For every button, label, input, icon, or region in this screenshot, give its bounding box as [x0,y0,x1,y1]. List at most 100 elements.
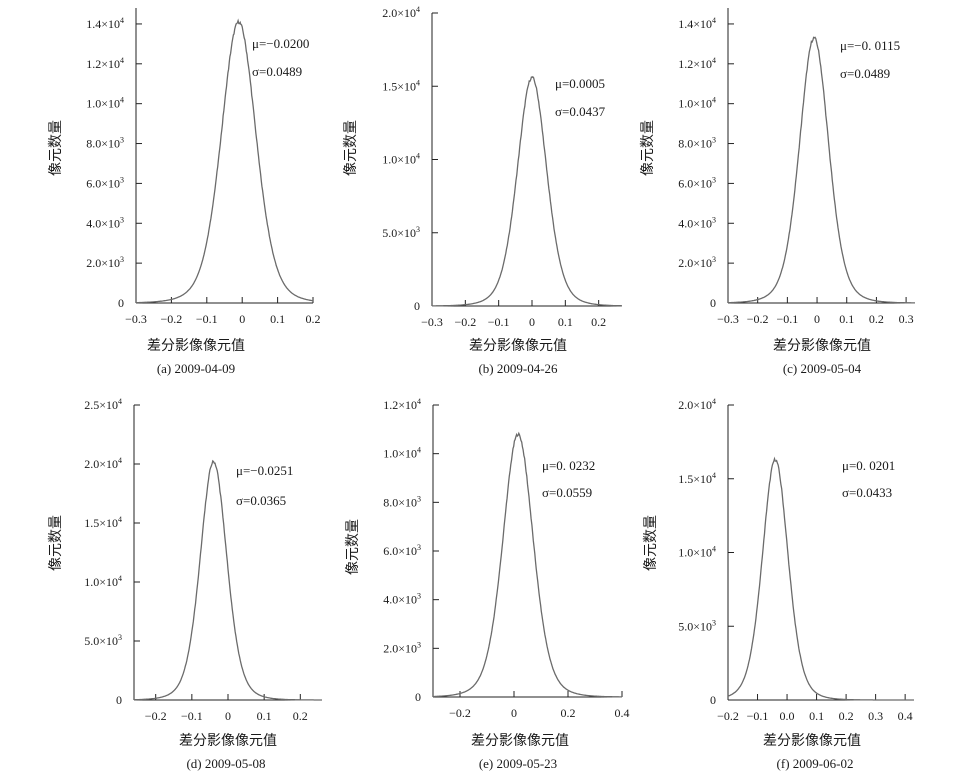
x-tick-label: 0.2 [591,315,606,329]
mean-annotation: μ=0. 0201 [842,458,895,473]
x-tick-label: 0.4 [615,706,630,720]
x-tick-label: −0.2 [747,312,769,326]
y-tick-label: 1.0×104 [678,96,716,111]
panel-caption: (d) 2009-05-08 [186,756,265,771]
mean-annotation: μ=0. 0232 [542,458,595,473]
y-tick-label: 2.0×104 [84,456,122,471]
x-tick-label: 0.0 [780,709,795,723]
panel-caption: (c) 2009-05-04 [783,361,862,376]
std-annotation: σ=0.0365 [236,493,286,508]
chart-panel-c: 0 2.0×103 4.0×103 6.0×103 8.0×103 1.0×104 1.2×… [640,8,915,376]
y-tick-label: 1.0×104 [84,574,122,589]
panel-caption: (a) 2009-04-09 [157,361,235,376]
y-tick-label: 2.0×104 [382,5,420,20]
x-tick-label: −0.1 [181,709,203,723]
std-annotation: σ=0.0559 [542,485,592,500]
histogram-curve [136,18,314,304]
y-tick-label: 6.0×103 [383,543,421,558]
y-tick-label: 1.5×104 [84,515,122,530]
std-annotation: σ=0.0489 [252,64,302,79]
y-tick-label: 5.0×103 [678,618,716,633]
x-tick-label: 0 [529,315,535,329]
x-tick-label: 0.1 [839,312,854,326]
y-tick-label: 1.5×104 [678,471,716,486]
x-tick-label: 0.1 [257,709,272,723]
y-tick-label: 4.0×103 [383,592,421,607]
y-tick-label: 0 [710,296,716,310]
y-tick-label: 1.0×104 [678,545,716,560]
x-tick-label: −0.3 [717,312,739,326]
x-tick-label: 0.1 [809,709,824,723]
x-tick-label: 0.3 [899,312,914,326]
x-tick-label: −0.2 [161,312,183,326]
x-tick-label: 0 [239,312,245,326]
y-tick-label: 2.0×104 [678,397,716,412]
x-tick-label: −0.1 [747,709,769,723]
y-tick-label: 1.4×104 [678,16,716,31]
y-axis-label: 像元数量 [640,120,656,176]
y-tick-label: 1.2×104 [383,397,421,412]
x-tick-label: −0.2 [449,706,471,720]
x-tick-label: −0.3 [421,315,443,329]
std-annotation: σ=0.0433 [842,485,892,500]
panel-caption: (e) 2009-05-23 [479,756,557,771]
x-tick-label: 0.2 [869,312,884,326]
y-axis-label: 像元数量 [48,515,64,571]
x-tick-label: −0.2 [145,709,167,723]
y-tick-label: 1.5×104 [382,78,420,93]
y-tick-label: 1.0×104 [86,96,124,111]
x-axis-label: 差分影像像元值 [179,733,277,749]
x-tick-label: −0.2 [717,709,739,723]
x-tick-label: 0.2 [561,706,576,720]
x-tick-label: −0.2 [454,315,476,329]
std-annotation: σ=0.0437 [555,104,606,119]
y-tick-label: 5.0×103 [382,225,420,240]
x-tick-label: −0.1 [488,315,510,329]
mean-annotation: μ=−0.0200 [252,36,309,51]
std-annotation: σ=0.0489 [840,66,890,81]
x-tick-label: −0.3 [125,312,147,326]
y-tick-label: 1.0×104 [383,446,421,461]
y-tick-label: 1.4×104 [86,16,124,31]
x-tick-label: 0 [814,312,820,326]
x-tick-label: 0.3 [868,709,883,723]
y-tick-label: 0 [118,296,124,310]
y-tick-label: 0 [710,693,716,707]
x-axis-label: 差分影像像元值 [147,338,245,354]
x-axis-label: 差分影像像元值 [773,338,871,354]
x-tick-label: 0.2 [306,312,321,326]
panel-caption: (f) 2009-06-02 [777,756,854,771]
histogram-curve [433,431,622,698]
y-tick-label: 1.2×104 [86,56,124,71]
y-tick-label: 1.2×104 [678,56,716,71]
panel-caption: (b) 2009-04-26 [478,361,558,376]
y-tick-label: 2.0×103 [86,255,124,270]
y-tick-label: 8.0×103 [678,136,716,151]
y-tick-label: 0 [414,299,420,313]
x-tick-label: −0.1 [776,312,798,326]
x-tick-label: 0.4 [898,709,913,723]
chart-panel-f: 0 5.0×103 1.0×104 1.5×104 2.0×104 −0.2 −0.1 0.0… [643,397,914,771]
y-tick-label: 1.0×104 [382,152,420,167]
mean-annotation: μ=−0. 0115 [840,38,900,53]
y-axis-label: 像元数量 [48,120,64,176]
x-tick-label: 0.2 [293,709,308,723]
y-tick-label: 8.0×103 [86,136,124,151]
x-axis-label: 差分影像像元值 [763,733,861,749]
x-tick-label: 0.1 [558,315,573,329]
x-axis-label: 差分影像像元值 [471,733,569,749]
y-tick-label: 2.0×103 [383,640,421,655]
histogram-curve [134,459,322,701]
y-tick-label: 2.0×103 [678,255,716,270]
chart-panel-e: 0 2.0×103 4.0×103 6.0×103 8.0×103 1.0×104 1.2×… [345,397,630,771]
x-tick-label: 0.2 [839,709,854,723]
mean-annotation: μ=0.0005 [555,76,605,91]
y-tick-label: 0 [415,690,421,704]
y-tick-label: 8.0×103 [383,494,421,509]
y-tick-label: 2.5×104 [84,397,122,412]
y-tick-label: 0 [116,693,122,707]
x-tick-label: −0.1 [196,312,218,326]
y-tick-label: 6.0×103 [86,175,124,190]
histogram-curve [432,75,622,307]
